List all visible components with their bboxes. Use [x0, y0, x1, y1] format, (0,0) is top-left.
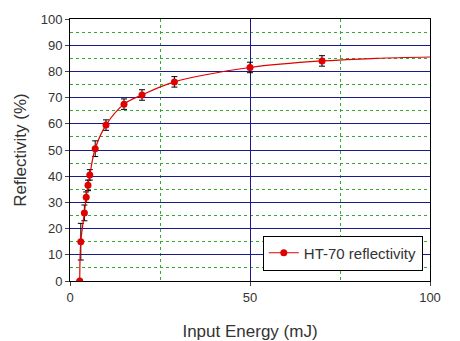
svg-text:60: 60: [48, 116, 62, 131]
svg-text:10: 10: [48, 247, 62, 262]
svg-text:80: 80: [48, 64, 62, 79]
svg-text:Input Energy (mJ): Input Energy (mJ): [182, 322, 317, 341]
svg-text:100: 100: [419, 290, 441, 305]
svg-text:30: 30: [48, 195, 62, 210]
svg-text:70: 70: [48, 90, 62, 105]
svg-text:50: 50: [243, 290, 257, 305]
svg-text:50: 50: [48, 143, 62, 158]
svg-text:40: 40: [48, 169, 62, 184]
svg-text:0: 0: [55, 274, 62, 289]
svg-text:Reflectivity (%): Reflectivity (%): [11, 93, 30, 206]
svg-text:90: 90: [48, 38, 62, 53]
svg-text:100: 100: [41, 12, 63, 27]
svg-text:0: 0: [66, 290, 73, 305]
svg-text:20: 20: [48, 221, 62, 236]
svg-text:HT-70 reflectivity: HT-70 reflectivity: [304, 245, 416, 262]
